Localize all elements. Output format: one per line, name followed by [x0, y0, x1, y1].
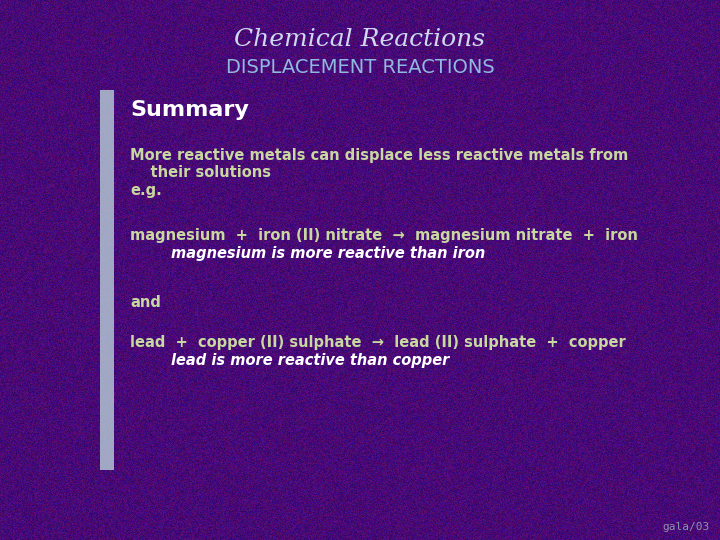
Text: magnesium  +  iron (II) nitrate  →  magnesium nitrate  +  iron: magnesium + iron (II) nitrate → magnesiu… [130, 228, 638, 243]
Text: their solutions: their solutions [130, 165, 271, 180]
Text: magnesium is more reactive than iron: magnesium is more reactive than iron [130, 246, 485, 261]
Text: gala/03: gala/03 [662, 522, 710, 532]
Text: More reactive metals can displace less reactive metals from: More reactive metals can displace less r… [130, 148, 629, 163]
Text: lead  +  copper (II) sulphate  →  lead (II) sulphate  +  copper: lead + copper (II) sulphate → lead (II) … [130, 335, 626, 350]
Text: lead is more reactive than copper: lead is more reactive than copper [130, 353, 449, 368]
Text: Summary: Summary [130, 100, 249, 120]
Text: and: and [130, 295, 161, 310]
Text: e.g.: e.g. [130, 183, 162, 198]
Bar [100, 90, 114, 470]
Text: Chemical Reactions: Chemical Reactions [235, 28, 485, 51]
Text: DISPLACEMENT REACTIONS: DISPLACEMENT REACTIONS [225, 58, 495, 77]
